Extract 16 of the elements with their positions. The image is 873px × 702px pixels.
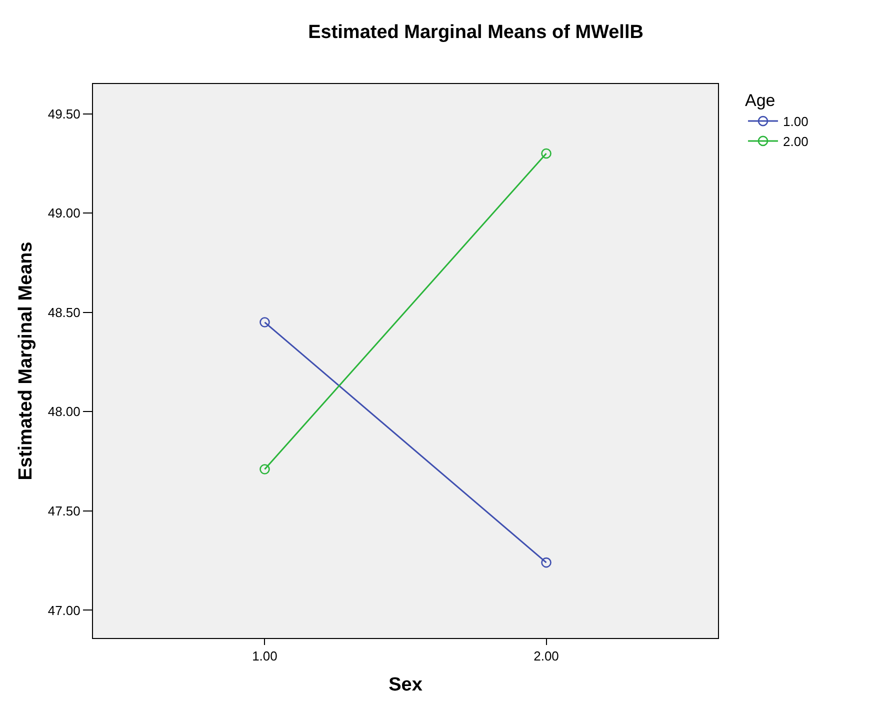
legend-label: 1.00 [783, 114, 808, 130]
point [541, 148, 552, 159]
y-tick-label: 49.00 [48, 206, 80, 221]
y-axis-title: Estimated Marginal Means [16, 242, 37, 480]
y-tick-label: 48.50 [48, 304, 80, 320]
point [541, 557, 552, 568]
legend-title: Age [745, 91, 776, 110]
y-tick-label: 48.00 [48, 404, 80, 420]
point [260, 464, 270, 474]
legend-label: 2.00 [783, 134, 808, 150]
point [260, 317, 270, 328]
y-tick-label: 47.50 [48, 503, 80, 518]
x-axis-title: Sex [388, 674, 423, 696]
y-tick-label: 47.00 [48, 602, 80, 618]
y-tick-label: 49.50 [48, 106, 80, 122]
chart-title: Estimated Marginal Means of MWellB [308, 22, 644, 43]
